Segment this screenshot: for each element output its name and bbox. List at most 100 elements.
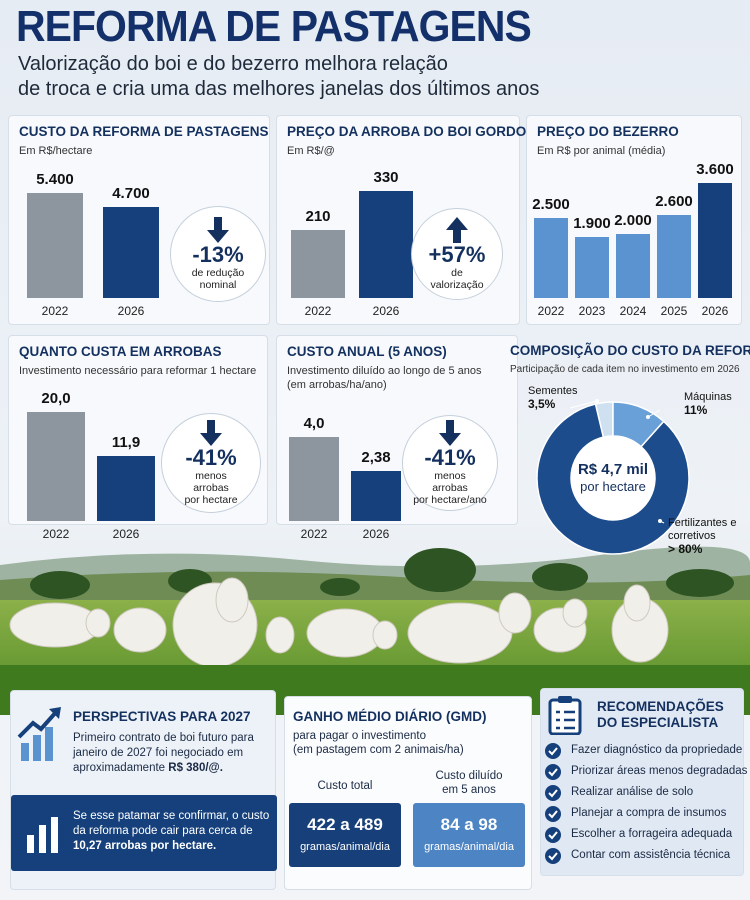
badge-text: -41% [424, 445, 476, 470]
value-label: 2.500 [532, 196, 570, 214]
check-circle [545, 827, 561, 843]
category-label: 2025 [660, 304, 688, 318]
note-box: Se esse patamar se confirmar, o custo da… [11, 795, 277, 871]
badge-caption: menos [434, 470, 466, 482]
subtitle: Valorização do boi e do bezerro melhora … [18, 52, 539, 102]
check-icon [545, 827, 561, 843]
chart-title: COMPOSIÇÃO DO CUSTO DA REFORMA [510, 343, 750, 358]
category-label: 2022 [304, 304, 332, 318]
badge-caption: por hectare/ano [413, 494, 487, 506]
badge-text: -13% [192, 242, 244, 267]
chart-subtitle: Em R$ por animal (média) [537, 144, 665, 158]
perspectives-panel: PERSPECTIVAS PARA 2027 Primeiro contrato… [10, 690, 277, 890]
bar [27, 193, 83, 298]
badge-caption: menos [195, 470, 227, 482]
value: 422 a 489 [307, 815, 383, 834]
subtitle-line: Em R$ por animal (média) [537, 145, 666, 157]
bar [616, 234, 650, 298]
text: Primeiro contrato de boi futuro para jan… [73, 732, 254, 774]
arrow-icon [200, 420, 222, 446]
bar [289, 437, 339, 521]
perspectives-title: PERSPECTIVAS PARA 2027 [73, 709, 251, 724]
category-label: 2024 [619, 304, 647, 318]
subtitle-line: Em R$/hectare [19, 145, 93, 157]
category-label: Fertilizantes e corretivos [668, 517, 737, 542]
check-icon [545, 764, 561, 780]
column-label: Custo diluído em 5 anos [435, 770, 503, 796]
value: 84 a 98 [440, 815, 498, 834]
chart-panel: QUANTO CUSTA EM ARROBAS Investimento nece… [8, 335, 268, 541]
subtitle-line: (em arrobas/ha/ano) [287, 379, 387, 391]
slice-label: Sementes 3,5% [528, 385, 606, 411]
badge-text: -41% [185, 445, 237, 470]
check-circle [545, 785, 561, 801]
chart-title: PREÇO DA ARROBA DO BOI GORDO [287, 124, 527, 139]
value-label: 11% [684, 403, 708, 417]
arrow [439, 420, 461, 446]
value-label: 4,0 [303, 415, 325, 432]
clipboard-icon [548, 696, 582, 735]
category-label: 2026 [117, 304, 145, 318]
badge: -41% menos arrobas por hectare [161, 413, 261, 513]
recommendations-panel: RECOMENDAÇÕES DO ESPECIALISTA Fazer diag… [540, 688, 748, 876]
check-icon [545, 848, 561, 864]
value-label: 3.600 [696, 161, 734, 178]
chart-subtitle: Investimento diluído ao longo de 5 anos (… [287, 364, 481, 392]
category-label: Máquinas [684, 391, 732, 403]
recommendation: Realizar análise de solo [571, 786, 694, 798]
badge-caption: arrobas [432, 482, 468, 494]
slice-label: Fertilizantes e corretivos > 80% [668, 517, 746, 556]
subtitle-line: Participação de cada item no investiment… [510, 364, 740, 375]
category-label: 2026 [372, 304, 400, 318]
note-text: Se esse patamar se confirmar, o custo da… [73, 809, 273, 854]
check-circle [545, 848, 561, 864]
bar [351, 471, 401, 521]
recommendation: Planejar a compra de insumos [571, 807, 727, 819]
check-icon [545, 785, 561, 801]
recommendation: Fazer diagnóstico da propriedade [571, 744, 743, 756]
recommendation: Contar com assistência técnica [571, 849, 731, 861]
donut-hole [571, 436, 655, 520]
arrow [200, 420, 222, 446]
value-label: 5.400 [36, 171, 74, 188]
category-label: 2022 [537, 304, 565, 318]
recommendations-title: RECOMENDAÇÕES DO ESPECIALISTA [597, 699, 724, 731]
chart-title: PREÇO DO BEZERRO [537, 124, 679, 139]
value-label: 11,9 [111, 434, 141, 452]
bar [27, 412, 85, 521]
value-label: 20,0 [41, 390, 71, 407]
bar [291, 229, 345, 298]
chart-panel: CUSTO ANUAL (5 ANOS) Investimento diluído… [276, 335, 518, 541]
arrow-icon [439, 420, 461, 446]
category-label: 2026 [701, 304, 729, 318]
check-icon [545, 806, 561, 822]
unit: gramas/animal/dia [424, 841, 514, 853]
value-label: 2.000 [614, 212, 652, 230]
check-circle [545, 743, 561, 759]
check [548, 831, 558, 840]
subtitle-line: para pagar o investimento [293, 730, 426, 742]
title-line: DO ESPECIALISTA [597, 715, 719, 730]
growth-icon [17, 707, 61, 761]
value-label: 330 [373, 169, 399, 186]
column-label: Custo total [317, 780, 373, 792]
chart-subtitle: Em R$/@ [287, 144, 335, 158]
category-label: 2022 [41, 304, 69, 318]
arrow-icon [446, 217, 468, 243]
gmd-subtitle: para pagar o investimento (em pastagem c… [293, 729, 464, 757]
center-label: R$ 4,7 mil [578, 461, 648, 478]
chart-subtitle: Investimento necessário para reformar 1 … [19, 364, 256, 378]
chart-panel: COMPOSIÇÃO DO CUSTO DA REFORMA Participaç… [500, 335, 750, 556]
chart-panel: CUSTO DA REFORMA DE PASTAGENS Em R$/hecta… [8, 115, 270, 325]
category-label: 2026 [112, 527, 140, 541]
recommendation: Priorizar áreas menos degradadas [571, 765, 748, 777]
chart-title: QUANTO CUSTA EM ARROBAS [19, 344, 222, 359]
leader-line [647, 409, 661, 418]
value-box: 422 a 489 gramas/animal/dia [289, 803, 401, 867]
check-circle [545, 764, 561, 780]
bar [534, 218, 568, 298]
bar [97, 456, 155, 521]
badge-caption: de redução [191, 267, 245, 279]
category-label: 2023 [578, 304, 606, 318]
